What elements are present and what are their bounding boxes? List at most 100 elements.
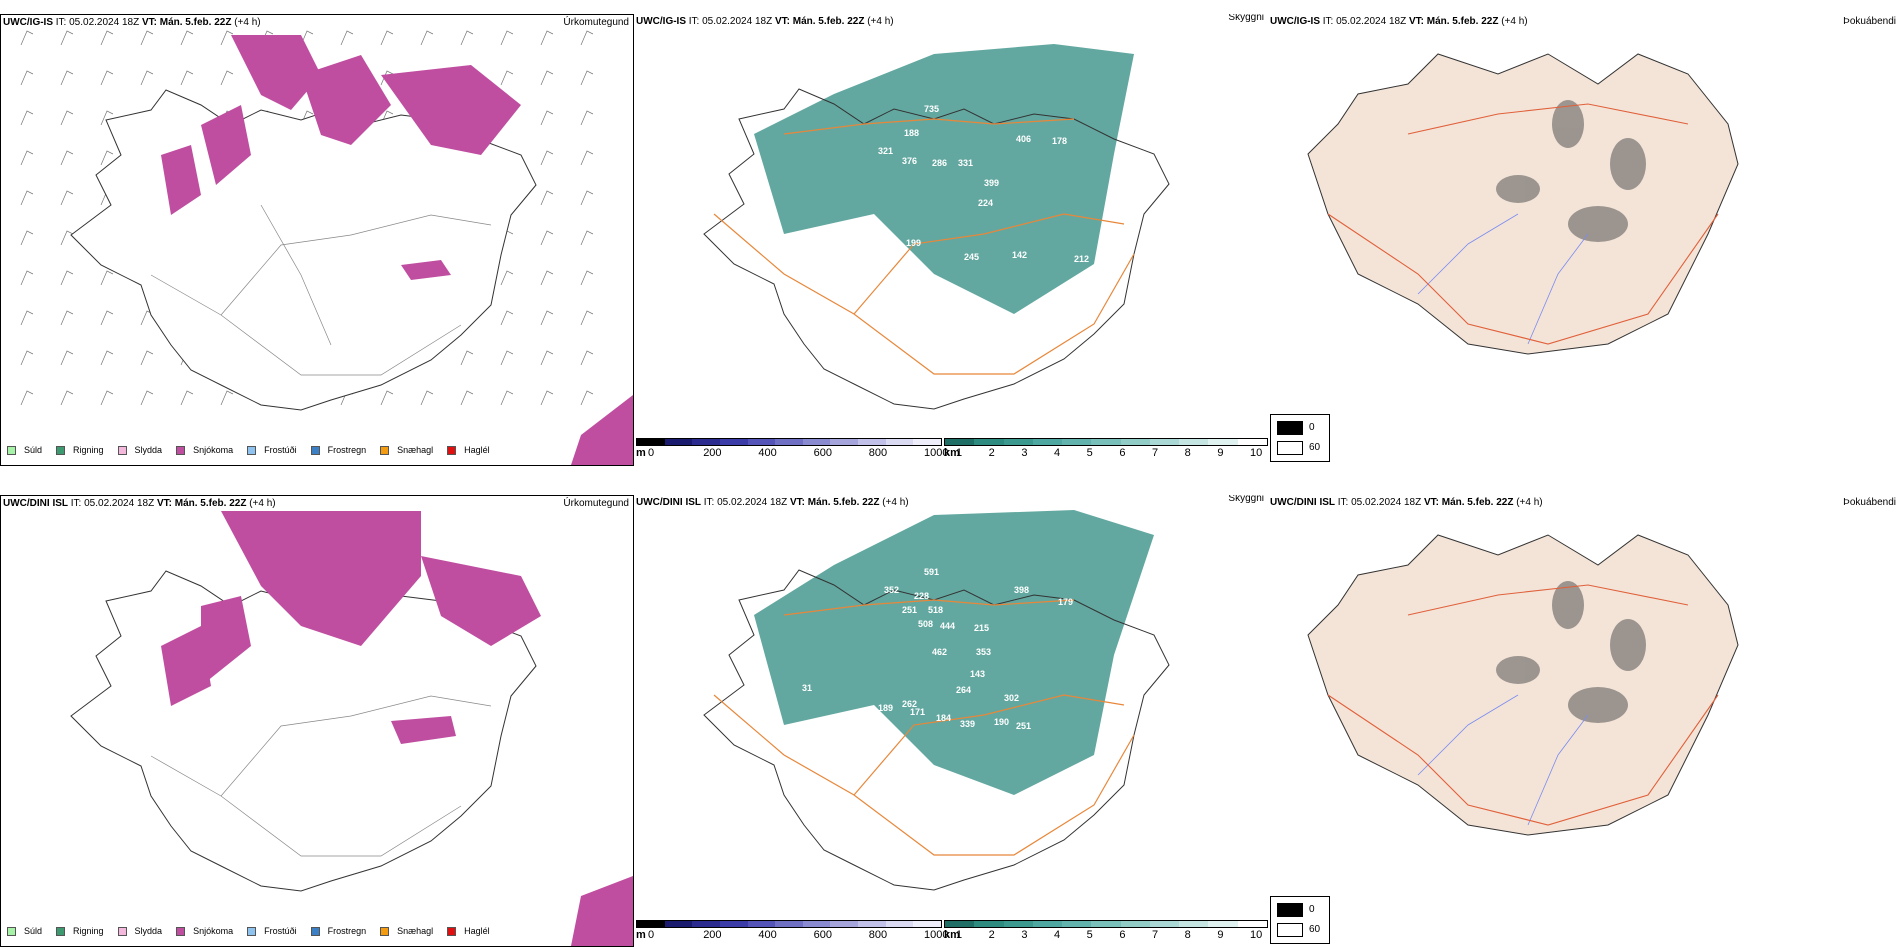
scale-segment	[1003, 439, 1033, 445]
station-label: 264	[956, 685, 971, 695]
scale-tick-label: 6	[1119, 447, 1126, 459]
wind-barb	[500, 350, 514, 366]
wind-barb	[500, 390, 514, 406]
scale-tick-label: 10	[1250, 447, 1263, 459]
legend-label: Frostúði	[264, 445, 297, 455]
scale-tick-label: 1	[956, 447, 963, 459]
legend-swatch	[56, 445, 66, 455]
panel-title: UWC/DINI ISL IT: 05.02.2024 18Z VT: Mán.…	[1270, 497, 1543, 508]
wind-barb	[20, 70, 34, 86]
station-label: 251	[902, 605, 917, 615]
scale-tick-label: 2	[988, 447, 995, 459]
legend-label: Súld	[24, 445, 43, 455]
wind-barb	[140, 30, 154, 46]
scale-segment	[747, 921, 776, 927]
wind-barb	[580, 30, 594, 46]
wind-barb	[380, 390, 394, 406]
height-unit: m	[636, 929, 646, 941]
legend-label: Rigning	[73, 445, 104, 455]
legend-swatch	[310, 445, 320, 455]
legend-label: Snjókoma	[193, 445, 234, 455]
precip-legend: Súld Rigning Slydda Snjókoma Frostúði Frostre…	[7, 926, 504, 936]
legend-item: Slydda	[117, 926, 162, 936]
fog-legend-black	[1277, 903, 1303, 917]
station-label: 224	[978, 198, 993, 208]
station-label: 353	[976, 647, 991, 657]
scale-tick-label: 2	[988, 929, 995, 941]
wind-barb	[580, 70, 594, 86]
scale-segment	[664, 921, 693, 927]
visibility-panel-row1: 735 188 321 376 286 331 406 178 399 224 260 199 245 1…	[634, 14, 1268, 466]
wind-barb	[180, 70, 194, 86]
scale-segment	[1120, 921, 1150, 927]
wind-barb	[100, 310, 114, 326]
precip-type-panel-row1: UWC/IG-IS IT: 05.02.2024 18Z VT: Mán. 5.…	[0, 14, 634, 466]
wind-barb	[100, 30, 114, 46]
scale-tick-label: 0	[648, 447, 655, 459]
legend-item: Snæhagl	[380, 445, 433, 455]
wind-barb	[380, 30, 394, 46]
scale-segment	[719, 439, 748, 445]
station-label: 508	[918, 619, 933, 629]
wind-barb	[140, 350, 154, 366]
scale-segment	[945, 439, 975, 445]
legend-item: Snjókoma	[176, 926, 233, 936]
wind-barb	[540, 70, 554, 86]
legend-label: Haglél	[464, 926, 490, 936]
scale-segment	[692, 439, 720, 445]
legend-item: Haglél	[447, 445, 490, 455]
panel-title: UWC/IG-IS IT: 05.02.2024 18Z VT: Mán. 5.…	[636, 16, 894, 27]
scale-segment	[830, 921, 859, 927]
station-label: 228	[914, 591, 929, 601]
scale-segment	[775, 921, 803, 927]
scale-segment	[747, 439, 776, 445]
fog-legend-black	[1277, 421, 1303, 435]
wind-barb	[540, 270, 554, 286]
wind-barb	[540, 310, 554, 326]
legend-item: Súld	[7, 445, 42, 455]
station-label: 376	[902, 156, 917, 166]
legend-swatch	[7, 445, 16, 455]
wind-barb	[60, 150, 74, 166]
wind-barb	[100, 390, 114, 406]
wind-barb	[220, 30, 234, 46]
roads	[150, 695, 492, 857]
precip-type-panel-row2: UWC/DINI ISL IT: 05.02.2024 18Z VT: Mán.…	[0, 495, 634, 947]
scale-segment	[1091, 439, 1121, 445]
fog-legend-label: 60	[1309, 442, 1321, 453]
wind-barb	[580, 230, 594, 246]
wind-barb	[60, 110, 74, 126]
wind-barb	[20, 230, 34, 246]
teal-field	[754, 44, 1134, 314]
scale-segment	[974, 439, 1004, 445]
scale-tick-label: 8	[1184, 447, 1191, 459]
wind-barb	[20, 350, 34, 366]
precip-type-map	[20, 30, 633, 465]
scale-segment	[1091, 921, 1121, 927]
legend-item: Frostregn	[310, 445, 366, 455]
wind-barb	[460, 390, 474, 406]
wind-barb	[140, 70, 154, 86]
panel-title: UWC/IG-IS IT: 05.02.2024 18Z VT: Mán. 5.…	[1270, 16, 1528, 27]
panel-type-label: Skyggni	[1228, 495, 1264, 504]
wind-barb	[100, 70, 114, 86]
fog-legend-row1: 0 60	[1270, 414, 1330, 462]
station-label: 188	[904, 128, 919, 138]
wind-barb	[500, 310, 514, 326]
roads	[150, 204, 492, 376]
wind-barb	[580, 110, 594, 126]
panel-title: UWC/IG-IS IT: 05.02.2024 18Z VT: Mán. 5.…	[3, 17, 261, 28]
scale-tick-label: 1000	[924, 447, 949, 459]
scale-tick-label: 400	[758, 447, 777, 459]
legend-swatch	[176, 926, 186, 936]
scale-segment	[1179, 439, 1209, 445]
wind-barb	[540, 30, 554, 46]
scale-segment	[1237, 921, 1267, 927]
scale-segment	[885, 439, 914, 445]
visibility-scale-row2: km 1 2 3 4 5 6 7 8 9 10	[944, 920, 1268, 946]
scale-segment	[775, 439, 803, 445]
teal-field	[754, 510, 1154, 795]
wind-barb	[140, 390, 154, 406]
legend-swatch	[247, 445, 257, 455]
fog-legend-label: 0	[1309, 904, 1315, 915]
